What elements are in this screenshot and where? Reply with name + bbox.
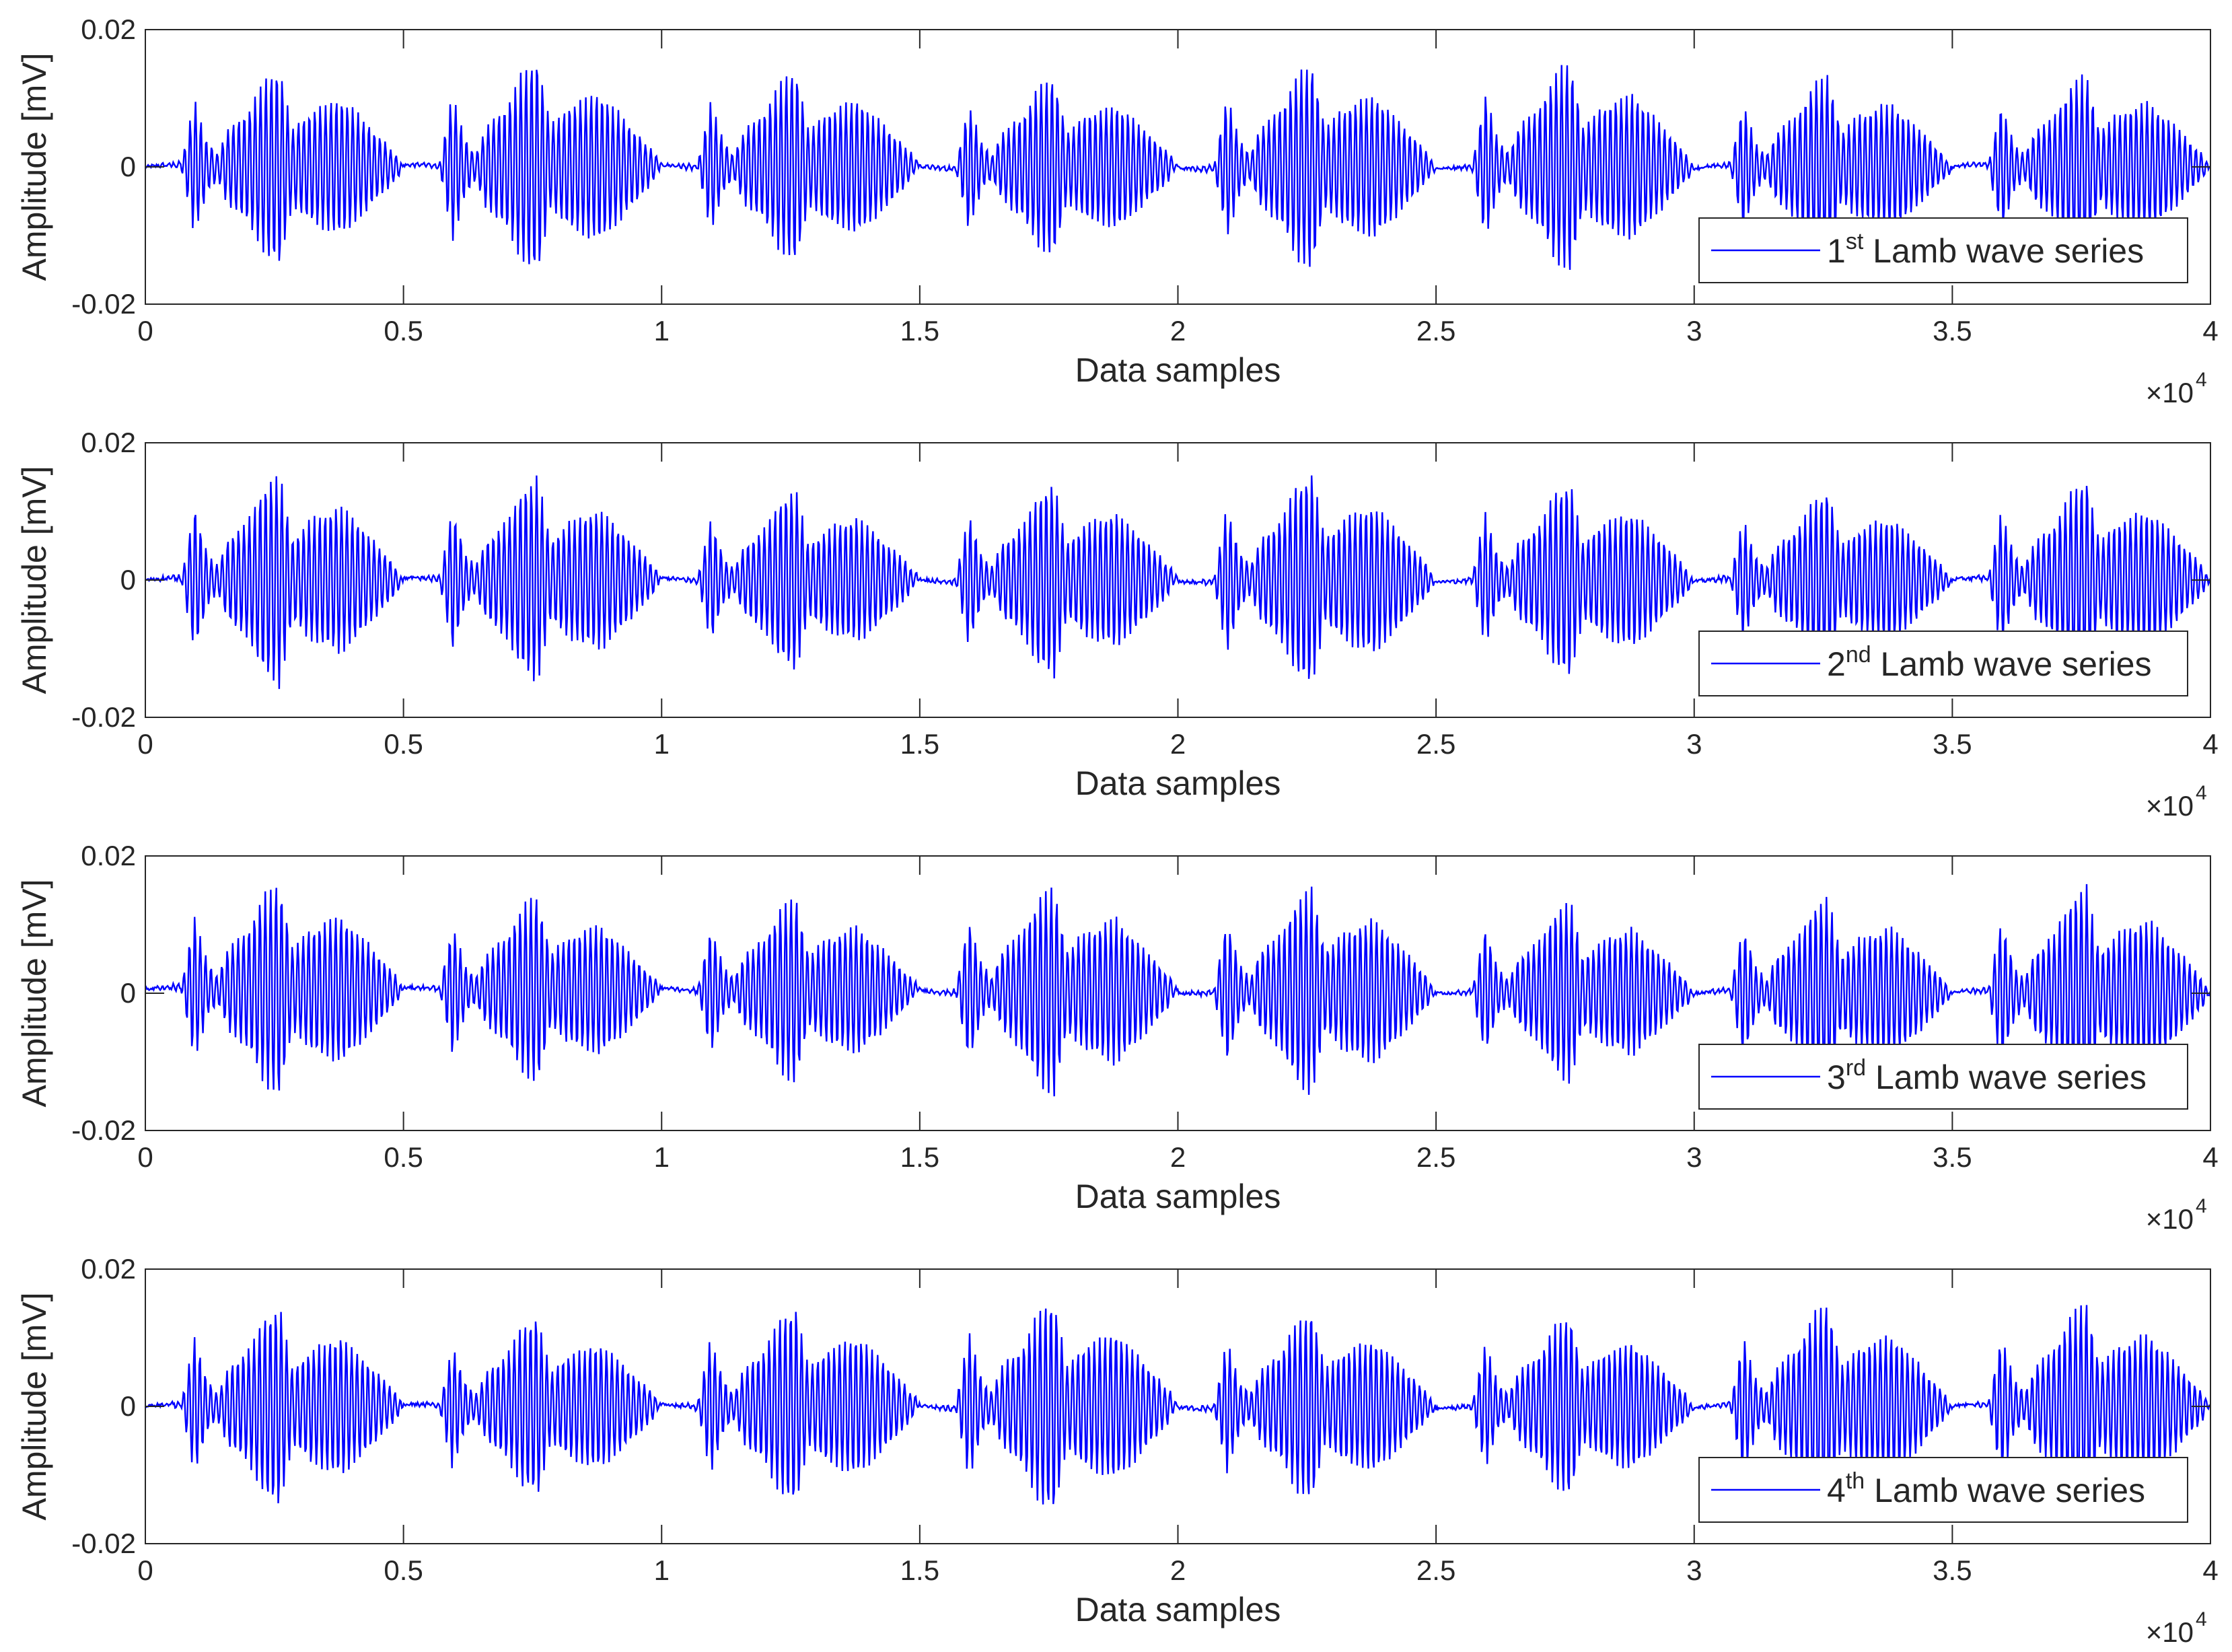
x-tick-label: 1: [654, 1141, 670, 1173]
x-tick-label: 1.5: [900, 728, 939, 760]
x-exponent-power: 4: [2196, 369, 2207, 391]
x-tick-label: 3.5: [1933, 315, 1972, 347]
x-axis-label: Data samples: [1075, 1178, 1281, 1215]
x-exponent-power: 4: [2196, 782, 2207, 804]
x-tick-label: 4: [2202, 1554, 2218, 1586]
x-tick-label: 3.5: [1933, 728, 1972, 760]
x-axis-label: Data samples: [1075, 764, 1281, 802]
x-tick-label: 1: [654, 728, 670, 760]
y-tick-label: -0.02: [71, 701, 136, 733]
x-tick-label: 4: [2202, 1141, 2218, 1173]
y-tick-label: 0.02: [81, 427, 136, 458]
x-tick-label: 3.5: [1933, 1141, 1972, 1173]
x-tick-label: 1: [654, 315, 670, 347]
y-tick-label: 0: [120, 564, 136, 596]
legend-label: 2nd Lamb wave series: [1827, 642, 2152, 683]
x-tick-label: 1.5: [900, 315, 939, 347]
x-tick-label: 0: [137, 1554, 153, 1586]
y-tick-label: 0.02: [81, 13, 136, 45]
signal-line: [145, 1305, 2210, 1509]
x-tick-label: 0.5: [384, 728, 423, 760]
x-exponent-power: 4: [2196, 1195, 2207, 1217]
x-tick-label: 4: [2202, 728, 2218, 760]
x-tick-label: 0: [137, 1141, 153, 1173]
x-tick-label: 3: [1686, 1141, 1702, 1173]
y-tick-label: -0.02: [71, 288, 136, 320]
x-tick-label: 0.5: [384, 1554, 423, 1586]
legend-label: 1st Lamb wave series: [1827, 229, 2144, 270]
y-tick-label: -0.02: [71, 1528, 136, 1559]
legend-label: 3rd Lamb wave series: [1827, 1055, 2147, 1096]
x-tick-label: 3: [1686, 1554, 1702, 1586]
x-tick-label: 2: [1170, 1554, 1186, 1586]
x-tick-label: 0.5: [384, 1141, 423, 1173]
x-axis-label: Data samples: [1075, 351, 1281, 389]
x-exponent-label: ×10: [2146, 790, 2194, 822]
x-tick-label: 2: [1170, 728, 1186, 760]
y-axis-label: Amplitude [mV]: [15, 466, 53, 694]
x-tick-label: 3.5: [1933, 1554, 1972, 1586]
y-tick-label: 0.02: [81, 840, 136, 871]
signal-line: [145, 475, 2210, 689]
x-tick-label: 1.5: [900, 1141, 939, 1173]
y-axis-label: Amplitude [mV]: [15, 1292, 53, 1520]
y-axis-label: Amplitude [mV]: [15, 879, 53, 1107]
x-tick-label: 4: [2202, 315, 2218, 347]
x-tick-label: 1.5: [900, 1554, 939, 1586]
x-exponent-label: ×10: [2146, 377, 2194, 408]
x-axis-label: Data samples: [1075, 1591, 1281, 1628]
x-tick-label: 2: [1170, 1141, 1186, 1173]
x-tick-label: 3: [1686, 315, 1702, 347]
y-tick-label: -0.02: [71, 1114, 136, 1146]
x-tick-label: 0.5: [384, 315, 423, 347]
x-tick-label: 2.5: [1416, 315, 1455, 347]
x-tick-label: 0: [137, 315, 153, 347]
x-tick-label: 3: [1686, 728, 1702, 760]
legend-label: 4th Lamb wave series: [1827, 1468, 2145, 1509]
y-tick-label: 0: [120, 977, 136, 1009]
x-tick-label: 1: [654, 1554, 670, 1586]
x-tick-label: 2: [1170, 315, 1186, 347]
y-tick-label: 0: [120, 151, 136, 182]
y-axis-label: Amplitude [mV]: [15, 52, 53, 281]
x-tick-label: 0: [137, 728, 153, 760]
x-tick-label: 2.5: [1416, 1141, 1455, 1173]
y-tick-label: 0.02: [81, 1253, 136, 1285]
x-exponent-power: 4: [2196, 1608, 2207, 1630]
x-tick-label: 2.5: [1416, 728, 1455, 760]
x-exponent-label: ×10: [2146, 1203, 2194, 1235]
x-exponent-label: ×10: [2146, 1616, 2194, 1648]
signal-line: [145, 65, 2210, 271]
y-tick-label: 0: [120, 1390, 136, 1422]
x-tick-label: 2.5: [1416, 1554, 1455, 1586]
signal-line: [145, 884, 2210, 1100]
